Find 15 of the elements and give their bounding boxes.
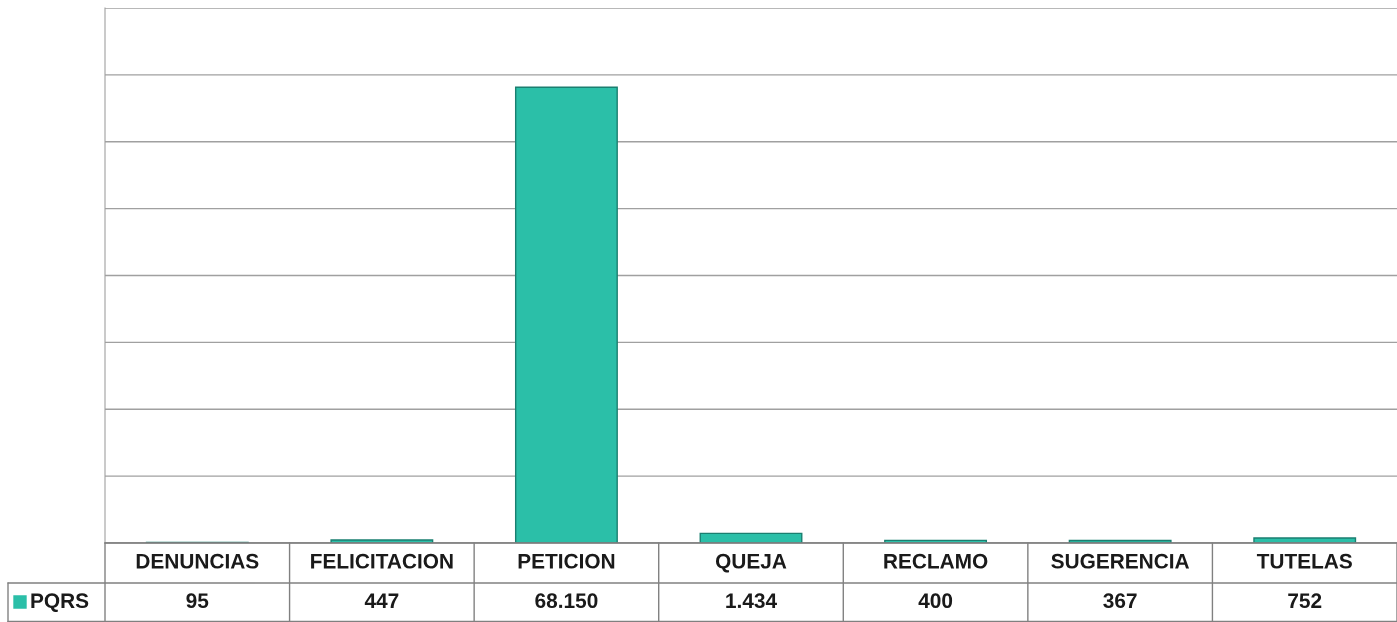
x-tick-label: FELICITACION xyxy=(311,553,453,569)
data-label: 68.150 xyxy=(535,593,598,609)
x-tick-label: TUTELAS xyxy=(1256,553,1352,569)
legend-label: PQRS xyxy=(31,593,89,612)
data-label: 95 xyxy=(186,593,209,609)
data-label: 1.434 xyxy=(726,593,777,609)
x-tick-label: DENUNCIAS xyxy=(136,553,259,569)
data-label: 752 xyxy=(1288,593,1322,609)
data-label: 447 xyxy=(364,593,399,608)
x-tick-label: SUGERENCIA xyxy=(1051,553,1190,569)
data-label: 367 xyxy=(1103,593,1137,609)
data-label: 400 xyxy=(918,593,953,609)
x-tick-label: QUEJA xyxy=(715,553,787,573)
x-tick-label: PETICION xyxy=(518,553,615,569)
x-tick-label: RECLAMO xyxy=(884,553,988,569)
